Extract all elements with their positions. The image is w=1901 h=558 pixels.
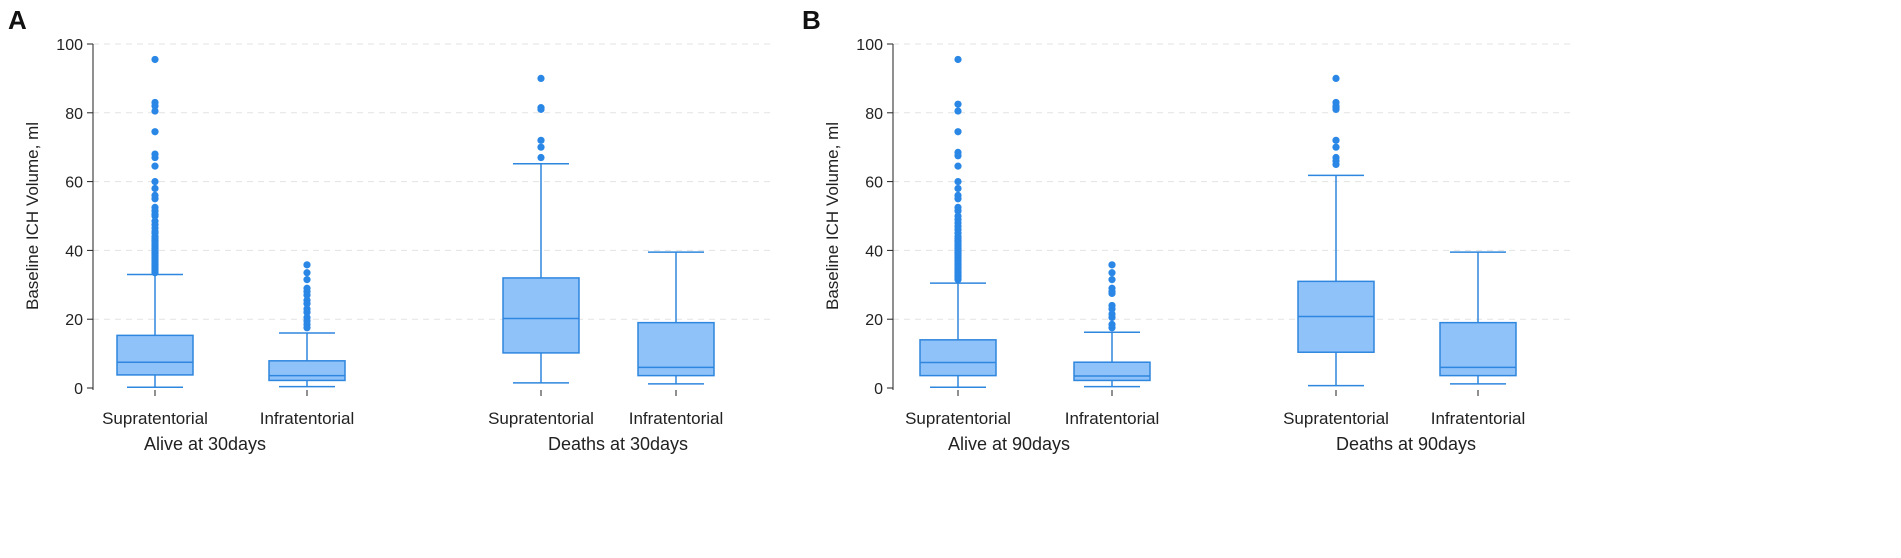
- box-infratentorial-2: Infratentorial: [1431, 251, 1526, 428]
- outlier-point: [1108, 289, 1116, 297]
- box-supratentorial-2: Supratentorial: [1283, 74, 1389, 428]
- outlier-point: [1332, 160, 1340, 168]
- y-tick-label: 100: [856, 37, 883, 54]
- outlier-point: [537, 74, 545, 82]
- outlier-point: [151, 269, 159, 277]
- outlier-point: [1108, 305, 1116, 313]
- box-supratentorial-1: Supratentorial: [102, 55, 208, 428]
- outlier-point: [954, 128, 962, 136]
- box-supratentorial-1: Supratentorial: [905, 55, 1011, 428]
- box-iqr: [1073, 361, 1151, 382]
- outlier-point: [303, 300, 311, 308]
- outlier-point: [1332, 105, 1340, 113]
- outlier-point: [537, 136, 545, 144]
- outlier-point: [303, 324, 311, 332]
- outlier-point: [1332, 136, 1340, 144]
- y-axis-title: Baseline ICH Volume, ml: [23, 122, 42, 310]
- y-tick-label: 0: [874, 381, 883, 398]
- outlier-point: [1108, 324, 1116, 332]
- outlier-point: [537, 153, 545, 162]
- group-label: Deaths at 90days: [1336, 434, 1476, 454]
- category-label: Infratentorial: [1431, 409, 1526, 428]
- outlier-point: [954, 162, 962, 170]
- outlier-point: [151, 128, 159, 136]
- outlier-point: [151, 102, 159, 110]
- outlier-point: [954, 100, 962, 108]
- panel-letter: B: [802, 5, 821, 35]
- outlier-point: [954, 178, 962, 186]
- box-infratentorial-1: Infratentorial: [260, 261, 355, 428]
- outlier-point: [954, 207, 962, 215]
- panel-letter: A: [8, 5, 27, 35]
- outlier-point: [1108, 313, 1116, 322]
- outlier-point: [954, 195, 962, 203]
- outlier-point: [1332, 143, 1340, 151]
- category-label: Infratentorial: [629, 409, 724, 428]
- outlier-point: [537, 105, 545, 113]
- y-tick-label: 20: [65, 312, 83, 329]
- y-tick-label: 60: [65, 175, 83, 192]
- category-label: Supratentorial: [102, 409, 208, 428]
- box-iqr: [116, 334, 194, 376]
- outlier-point: [151, 178, 159, 186]
- outlier-point: [303, 291, 311, 299]
- box-iqr: [919, 339, 997, 377]
- y-tick-label: 80: [65, 106, 83, 123]
- category-label: Supratentorial: [1283, 409, 1389, 428]
- box-infratentorial-1: Infratentorial: [1065, 261, 1160, 428]
- outlier-point: [954, 152, 962, 160]
- group-label: Deaths at 30days: [548, 434, 688, 454]
- outlier-point: [954, 184, 962, 193]
- outlier-point: [151, 153, 159, 162]
- category-label: Supratentorial: [488, 409, 594, 428]
- box-iqr: [502, 277, 580, 354]
- group-label: Alive at 30days: [144, 434, 266, 454]
- outlier-point: [303, 269, 311, 277]
- panel-a: A 0 20 40 60 80 100 Baseline ICH Volume, ml Supr…: [8, 5, 770, 454]
- y-tick-label: 100: [56, 37, 83, 54]
- box-iqr: [268, 360, 346, 382]
- group-label: Alive at 90days: [948, 434, 1070, 454]
- y-tick-label: 20: [865, 312, 883, 329]
- outlier-point: [1108, 261, 1116, 269]
- box-supratentorial-2: Supratentorial: [488, 74, 594, 428]
- outlier-point: [303, 308, 311, 316]
- category-label: Supratentorial: [905, 409, 1011, 428]
- y-axis-title: Baseline ICH Volume, ml: [823, 122, 842, 310]
- y-tick-label: 60: [865, 175, 883, 192]
- outlier-point: [1108, 269, 1116, 277]
- y-tick-label: 40: [865, 243, 883, 260]
- outlier-point: [954, 276, 962, 284]
- y-tick-label: 0: [74, 381, 83, 398]
- outlier-point: [151, 55, 159, 64]
- box-infratentorial-2: Infratentorial: [629, 251, 724, 428]
- outlier-point: [151, 212, 159, 220]
- outlier-point: [151, 184, 159, 193]
- outlier-point: [151, 107, 159, 115]
- outlier-point: [1108, 276, 1116, 284]
- outlier-point: [954, 107, 962, 115]
- outlier-point: [303, 261, 311, 269]
- outlier-point: [1332, 74, 1340, 82]
- outlier-point: [151, 195, 159, 203]
- y-tick-label: 80: [865, 106, 883, 123]
- y-tick-label: 40: [65, 243, 83, 260]
- outlier-point: [151, 162, 159, 170]
- outlier-point: [537, 143, 545, 151]
- outlier-point: [954, 55, 962, 64]
- category-label: Infratentorial: [1065, 409, 1160, 428]
- outlier-point: [303, 276, 311, 284]
- category-label: Infratentorial: [260, 409, 355, 428]
- panel-b: B 0 20 40 60 80 100 Baseline ICH Volume, ml Supr…: [802, 5, 1570, 454]
